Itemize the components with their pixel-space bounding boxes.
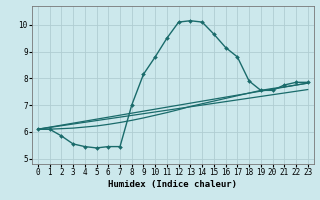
X-axis label: Humidex (Indice chaleur): Humidex (Indice chaleur) — [108, 180, 237, 189]
